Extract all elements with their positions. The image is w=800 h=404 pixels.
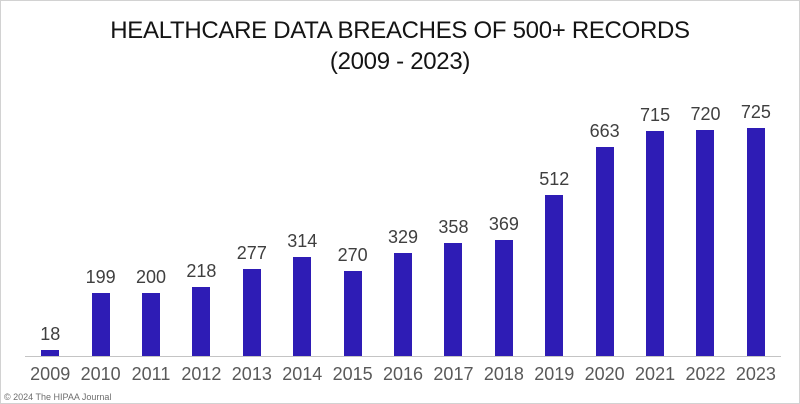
- chart-title-line-2: (2009 - 2023): [329, 48, 471, 75]
- value-label: 199: [85, 267, 116, 287]
- bar-column-2010: 199: [75, 100, 125, 356]
- bar: [444, 243, 463, 356]
- bar: [142, 293, 161, 356]
- chart-title-line-1: HEALTHCARE DATA BREACHES OF 500+ RECORDS: [110, 17, 690, 44]
- value-label: 663: [589, 121, 620, 141]
- bar-column-2020: 663: [579, 100, 629, 356]
- x-axis-tick-label: 2021: [635, 364, 676, 384]
- bar: [696, 130, 715, 356]
- bar-column-2014: 314: [277, 100, 327, 356]
- bar: [595, 147, 614, 356]
- value-label: 314: [287, 231, 318, 251]
- bar-column-2016: 329: [378, 100, 428, 356]
- value-label: 270: [337, 245, 368, 265]
- x-axis-tick-label: 2019: [534, 364, 575, 384]
- value-label: 200: [135, 267, 167, 287]
- x-axis-tick-label: 2023: [735, 364, 776, 384]
- bar: [394, 253, 413, 356]
- bar-column-2012: 218: [176, 100, 226, 356]
- x-axis-tick-label: 2011: [131, 364, 171, 384]
- value-label: 218: [186, 261, 217, 281]
- bar: [242, 269, 261, 356]
- x-axis-labels: 2009 2010 2011 2012 2013 2014 2015 2016 2017 2018…: [25, 363, 781, 385]
- value-label: 725: [740, 102, 771, 122]
- bar-column-2013: 277: [227, 100, 277, 356]
- value-label: 512: [539, 169, 570, 189]
- x-axis-tick-label: 2009: [30, 364, 71, 384]
- plot-area: 18 199 200 218 277 314 270 329 358 369 512 663 715 72…: [25, 100, 781, 357]
- x-axis-tick-label: 2016: [383, 364, 424, 384]
- bar-column-2017: 358: [428, 100, 478, 356]
- value-label: 358: [438, 217, 469, 237]
- x-axis-tick-label: 2015: [332, 364, 373, 384]
- copyright-text: © 2024 The HIPAA Journal: [4, 392, 112, 402]
- bar-column-2015: 270: [327, 100, 377, 356]
- bar: [494, 240, 513, 356]
- bar: [91, 293, 110, 356]
- bar-column-2021: 715: [630, 100, 680, 356]
- value-label: 369: [488, 214, 519, 234]
- bar: [343, 271, 362, 356]
- bar-column-2009: 18: [25, 100, 75, 356]
- bar-column-2019: 512: [529, 100, 579, 356]
- bar: [192, 287, 211, 356]
- bar: [746, 128, 765, 356]
- x-axis-tick-label: 2012: [181, 364, 222, 384]
- value-label: 715: [640, 105, 671, 125]
- bar: [646, 131, 665, 356]
- value-label: 720: [690, 104, 721, 124]
- x-axis-tick-label: 2020: [584, 364, 625, 384]
- x-axis-tick-label: 2014: [282, 364, 323, 384]
- bar-column-2022: 720: [680, 100, 730, 356]
- value-label: 277: [236, 243, 267, 263]
- x-axis-tick-label: 2022: [685, 364, 726, 384]
- x-axis-tick-label: 2013: [231, 364, 272, 384]
- bar-column-2011: 200: [126, 100, 176, 356]
- x-axis-tick-label: 2010: [80, 364, 121, 384]
- x-axis-tick-label: 2018: [483, 364, 524, 384]
- value-label: 329: [388, 227, 419, 247]
- chart-title: HEALTHCARE DATA BREACHES OF 500+ RECORDS…: [1, 15, 799, 77]
- bar: [545, 195, 564, 356]
- value-label: 18: [40, 324, 61, 344]
- bar: [41, 350, 60, 356]
- x-axis-tick-label: 2017: [433, 364, 474, 384]
- bar-column-2023: 725: [731, 100, 781, 356]
- bar: [293, 257, 312, 356]
- bar-column-2018: 369: [479, 100, 529, 356]
